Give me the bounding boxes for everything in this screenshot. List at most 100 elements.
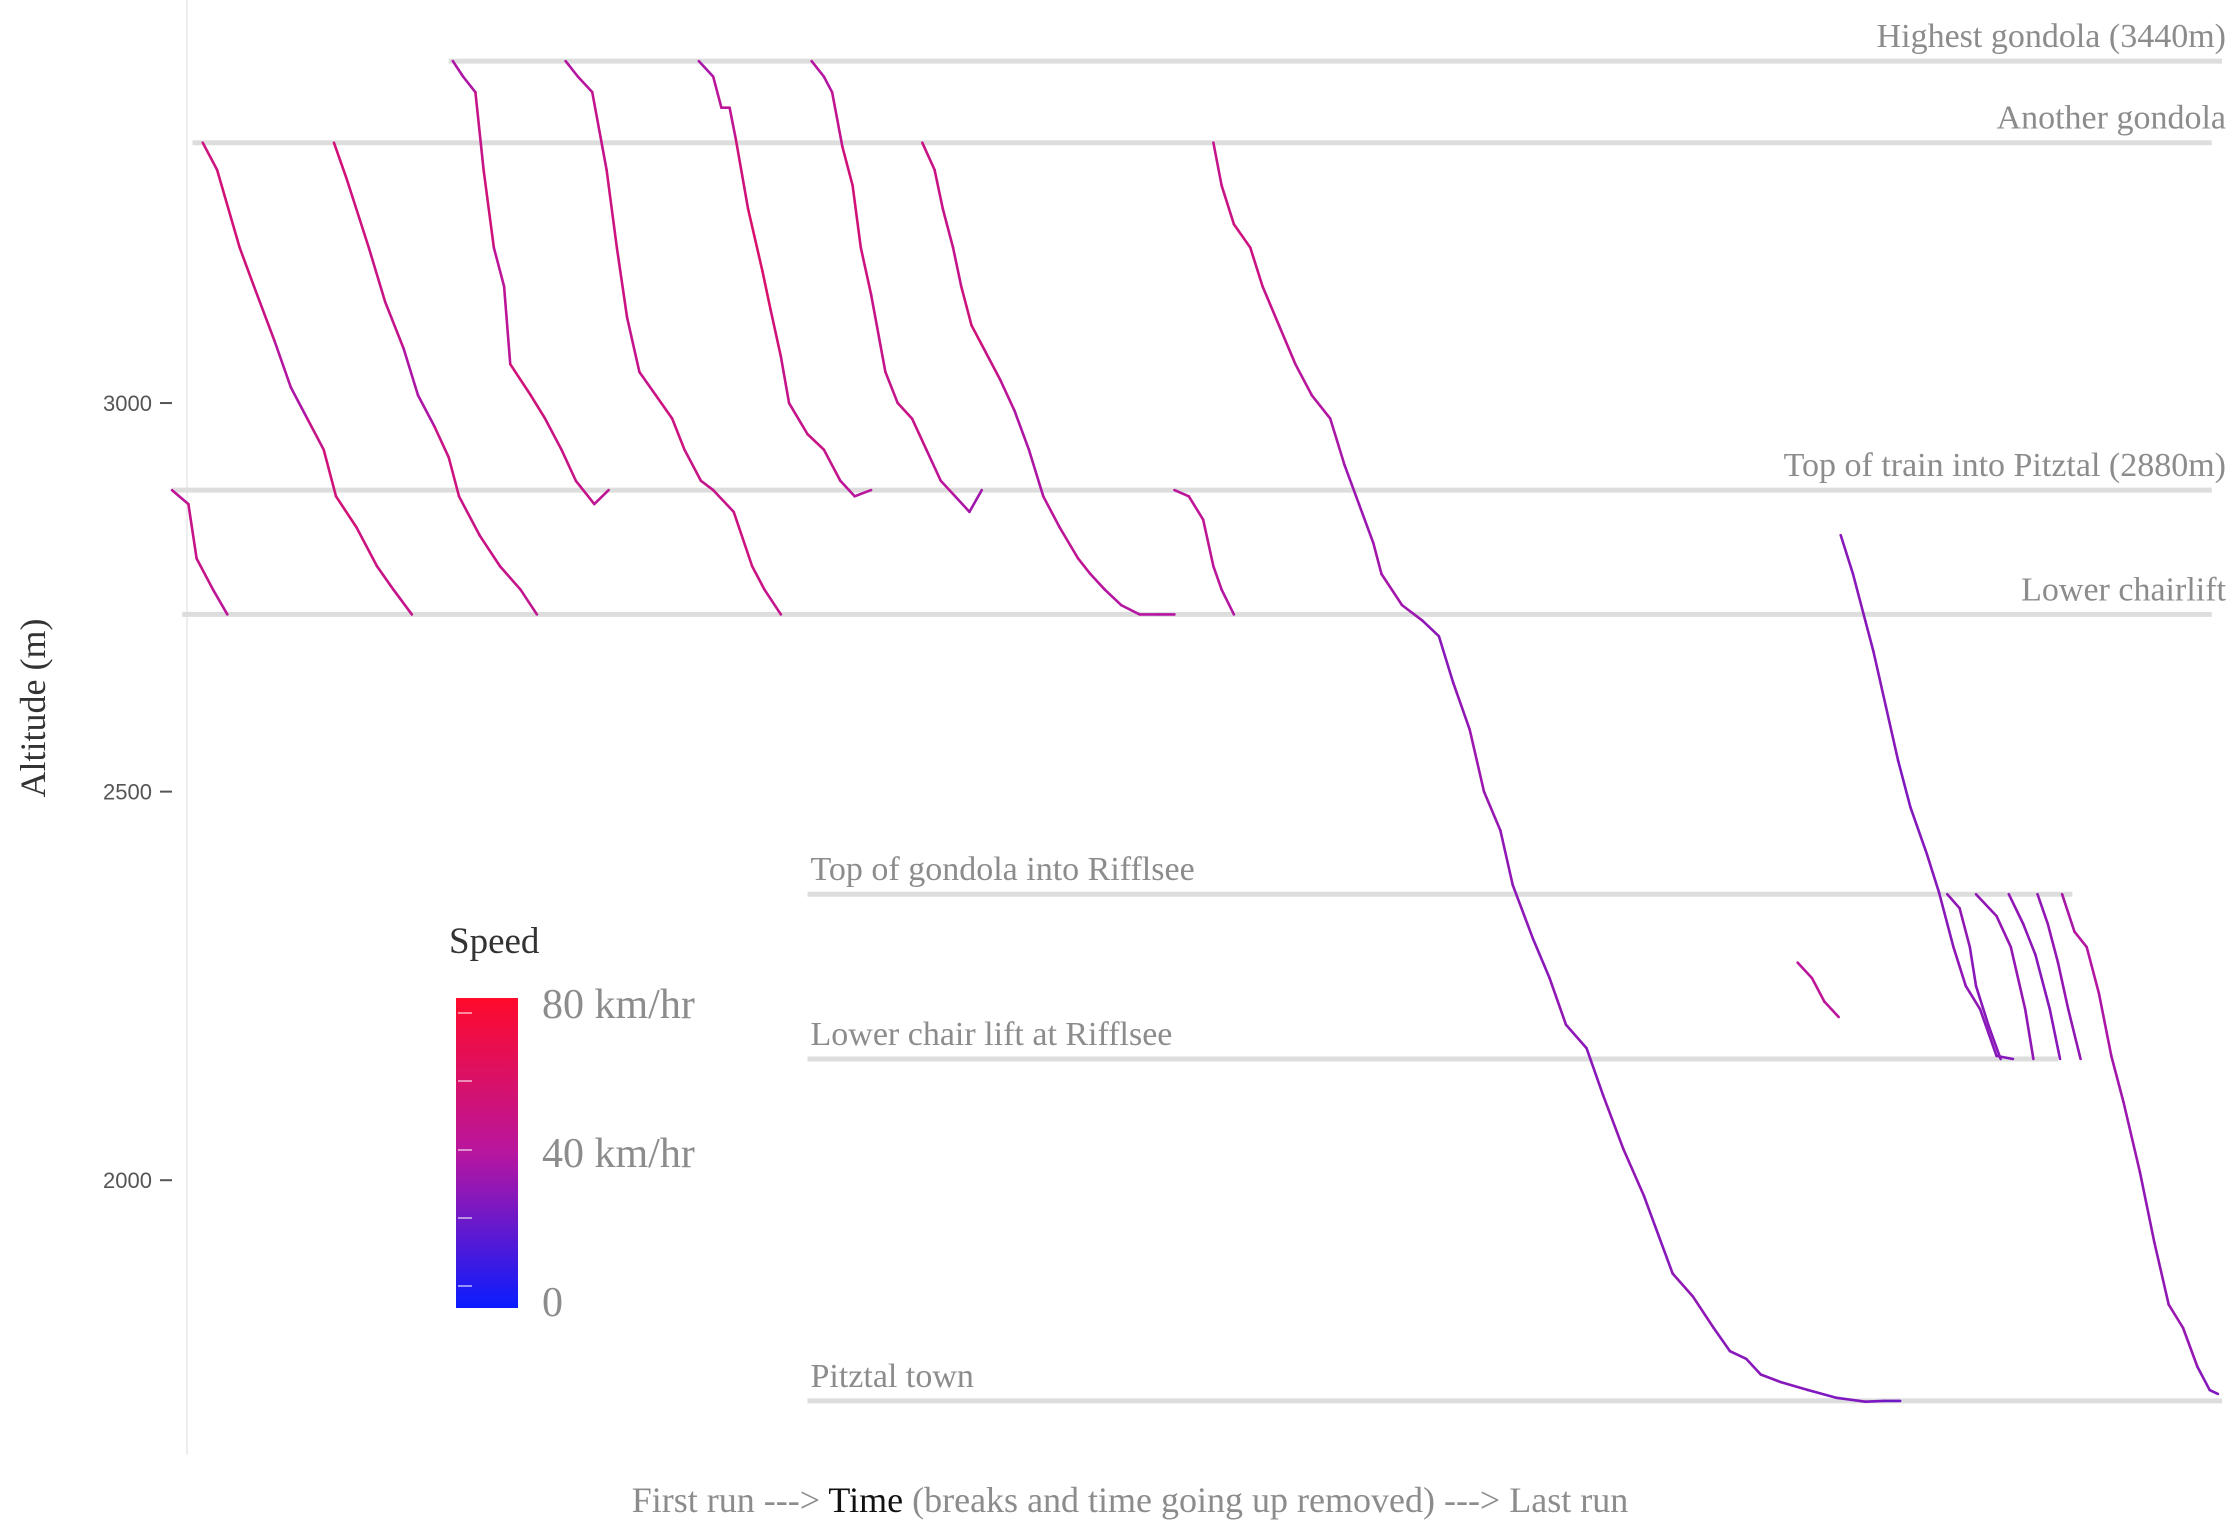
run-segment <box>851 184 863 249</box>
run-segment <box>2196 1365 2211 1392</box>
run-segment <box>1310 393 1332 420</box>
run-segment <box>529 393 547 420</box>
run-segment <box>1835 1396 1867 1404</box>
run-segment <box>711 488 736 514</box>
run-segment <box>519 588 539 616</box>
run-segment <box>982 347 1002 382</box>
run-segment <box>1779 1380 1810 1392</box>
run-segment <box>1968 945 1978 988</box>
run-segment <box>1380 572 1404 607</box>
run-segment <box>1964 984 1982 1011</box>
run-segment <box>322 448 338 498</box>
run-segment <box>502 285 512 366</box>
run-segment <box>838 479 856 498</box>
run-segment <box>1987 1023 2002 1061</box>
x-caption-prefix: First run ---> <box>632 1480 820 1520</box>
run-segment <box>1952 945 1968 988</box>
run-segment <box>822 75 834 94</box>
run-segment <box>1076 557 1092 576</box>
run-segment <box>2167 1303 2185 1330</box>
run-segment <box>289 386 309 420</box>
run-segment <box>1089 572 1107 591</box>
reference-label-4: Lower chairlift <box>2021 571 2226 608</box>
run-segment <box>461 75 477 94</box>
run-segment <box>615 246 629 319</box>
run-segment <box>605 168 619 249</box>
run-line-12 <box>1839 533 2015 1061</box>
run-segment <box>1201 518 1215 568</box>
run-segment <box>375 564 395 591</box>
run-segment <box>734 137 750 211</box>
run-segment <box>1872 650 1888 708</box>
run-line-13 <box>1946 892 2002 1061</box>
run-segment <box>1220 588 1236 616</box>
run-segment <box>1173 488 1191 498</box>
y-tick-label: 2500 <box>103 780 152 805</box>
run-segment <box>590 90 608 172</box>
run-segment <box>2085 945 2101 995</box>
run-segment <box>761 269 772 312</box>
run-segment <box>1806 1388 1838 1400</box>
run-segment <box>830 90 844 148</box>
run-segment <box>750 564 766 591</box>
run-segment <box>1531 937 1551 980</box>
run-segment <box>492 246 506 288</box>
legend-colorbar <box>456 998 518 1308</box>
run-segment <box>1642 1194 1660 1236</box>
run-segment <box>779 355 791 405</box>
run-segment <box>1119 603 1141 616</box>
run-segment <box>728 106 738 141</box>
run-segment <box>998 378 1016 413</box>
run-segment <box>2153 1241 2170 1306</box>
run-segment <box>810 59 826 78</box>
run-line-17 <box>2060 892 2220 1396</box>
run-segment <box>1796 961 1814 980</box>
run-segment <box>697 59 715 78</box>
run-segment <box>1511 883 1535 941</box>
run-segment <box>1212 564 1223 591</box>
run-segment <box>1249 246 1264 288</box>
run-segment <box>625 316 641 374</box>
run-segment <box>334 495 358 529</box>
run-segment <box>1451 681 1471 731</box>
run-segment <box>1220 184 1236 226</box>
run-segment <box>1499 829 1514 887</box>
run-segment <box>920 141 936 172</box>
run-segment <box>1884 704 1900 762</box>
run-segment <box>1328 417 1346 467</box>
run-segment <box>1671 1272 1695 1299</box>
run-segment <box>746 207 764 273</box>
run-segment <box>1468 728 1486 793</box>
x-axis-caption: First run ---> Time (breaks and time goi… <box>632 1480 1628 1520</box>
run-segment <box>1058 526 1080 560</box>
legend-label-mid: 40 km/hr <box>542 1131 695 1177</box>
reference-label-5: Top of gondola into Rifflsee <box>811 851 1195 888</box>
run-segment <box>564 59 580 78</box>
run-segment <box>416 393 436 428</box>
run-segment <box>711 75 723 110</box>
run-segment <box>939 479 957 498</box>
run-segment <box>1810 976 1826 1003</box>
run-segment <box>2138 1171 2156 1244</box>
speed-legend: Speed 80 km/hr 40 km/hr 0 <box>449 921 695 1326</box>
legend-ticks <box>458 1012 472 1287</box>
run-segment <box>305 417 326 451</box>
run-segment <box>1909 805 1929 856</box>
run-segment <box>383 300 405 350</box>
run-segment <box>1974 892 1998 918</box>
run-segment <box>2048 1007 2062 1061</box>
run-segment <box>1372 541 1383 576</box>
run-segment <box>1103 588 1123 607</box>
run-segment <box>1212 141 1223 187</box>
run-line-14 <box>1974 892 2035 1061</box>
run-segment <box>822 448 842 483</box>
run-segment <box>654 393 674 420</box>
run-segment <box>1232 222 1252 249</box>
run-segment <box>332 141 348 179</box>
legend-title: Speed <box>449 921 540 962</box>
reference-label-3: Top of train into Pitztal (2880m) <box>1784 447 2226 484</box>
run-segment <box>769 308 783 358</box>
run-segment <box>478 533 502 568</box>
run-line-5 <box>564 59 783 616</box>
